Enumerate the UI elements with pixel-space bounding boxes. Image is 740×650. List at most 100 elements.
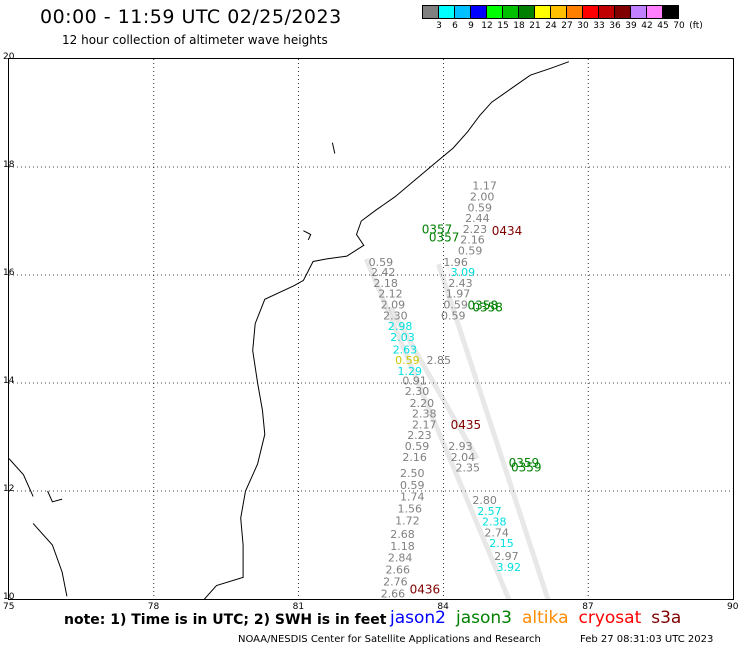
- map-panel[interactable]: 1.17 2.00 0.59 2.44 2.23 2.16 0.59 1.96 3.09 2.43…: [8, 58, 734, 600]
- swh-value: 2.30: [405, 385, 430, 398]
- swh-value: 2.93: [448, 440, 473, 453]
- legend-label: 27: [561, 21, 573, 31]
- pass-time-label: 0358: [472, 301, 503, 315]
- swh-value: 0.59: [441, 309, 466, 322]
- footer-note: note: 1) Time is in UTC; 2) SWH is in fe…: [64, 612, 387, 628]
- legend-swatch: [662, 5, 679, 19]
- satellite-name: jason3: [456, 608, 512, 628]
- latitude-label: 18: [3, 160, 15, 170]
- swh-value: 2.23: [407, 429, 432, 442]
- latitude-label: 16: [3, 268, 15, 278]
- swh-value: 2.35: [456, 462, 481, 475]
- swh-value: 2.80: [472, 494, 497, 507]
- longitude-label: 75: [3, 602, 15, 612]
- ground-track: [363, 257, 512, 599]
- page-title: 00:00 - 11:59 UTC 02/25/2023: [40, 6, 342, 28]
- swh-value: 0.59: [369, 256, 394, 269]
- legend-swatch: [438, 5, 455, 19]
- longitude-label: 78: [147, 602, 160, 612]
- swh-value: 2.04: [451, 451, 476, 464]
- swh-value: 1.56: [398, 503, 423, 516]
- legend-label: 42: [641, 21, 653, 31]
- legend-swatch: [422, 5, 439, 19]
- swh-value: 2.23: [463, 223, 488, 236]
- swh-value: 2.85: [427, 354, 452, 367]
- legend-swatch: [470, 5, 487, 19]
- longitude-label: 87: [582, 602, 594, 612]
- coastline: [9, 61, 570, 599]
- legend-swatch: [518, 5, 535, 19]
- swh-value: 2.84: [388, 552, 413, 565]
- swh-value: 2.18: [373, 277, 398, 290]
- ground-track: [388, 306, 480, 460]
- swh-value: 2.38: [412, 408, 437, 421]
- satellite-legend: jason2 jason3 altika cryosat s3a: [390, 608, 691, 628]
- legend-swatch: [582, 5, 599, 19]
- swh-value: 0.59: [443, 299, 468, 312]
- pass-time-label: 0359: [511, 461, 542, 475]
- swh-value: 2.03: [390, 331, 415, 344]
- satellite-tracks: 1.172.000.592.442.232.160.591.963.092.43…: [363, 180, 551, 599]
- legend-label: 9: [468, 21, 474, 31]
- swh-value: 2.97: [494, 550, 518, 563]
- swh-value: 0.91: [402, 375, 427, 388]
- satellite-name: altika: [522, 608, 569, 628]
- legend-labels: 3 6 9 12 15 18 21 24 27 30 33 36 39 42 45 70 (ft): [422, 21, 703, 35]
- legend-swatch: [550, 5, 567, 19]
- swh-value: 2.42: [371, 266, 396, 279]
- latitude-label: 20: [3, 52, 15, 62]
- pass-time-label: 0358: [468, 299, 499, 313]
- legend-swatch: [598, 5, 615, 19]
- swh-value: 2.66: [381, 587, 406, 599]
- swh-value: 2.00: [470, 191, 495, 204]
- coast-fragment: [331, 142, 336, 154]
- pass-time-label: 0435: [451, 418, 482, 432]
- pass-time-label: 0357: [422, 222, 453, 236]
- swh-value: 0.59: [400, 479, 425, 492]
- legend-swatch: [534, 5, 551, 19]
- swh-value: 3.09: [451, 266, 476, 279]
- pass-time-label: 0436: [410, 583, 441, 597]
- page-subtitle: 12 hour collection of altimeter wave hei…: [62, 33, 328, 47]
- swh-value: 2.76: [383, 576, 408, 589]
- swh-value: 2.57: [477, 505, 502, 518]
- swh-value: 2.16: [402, 451, 427, 464]
- coast-fragment: [9, 458, 34, 497]
- legend-label: 21: [529, 21, 541, 31]
- legend-label: 18: [513, 21, 525, 31]
- swh-value: 2.44: [465, 212, 490, 225]
- graticule: [9, 59, 733, 599]
- swh-value: 2.63: [393, 343, 418, 356]
- india-east-coast: [203, 61, 570, 599]
- swh-value: 0.59: [458, 245, 483, 258]
- legend-swatch: [614, 5, 631, 19]
- swh-value: 2.66: [386, 564, 411, 577]
- swh-value: 2.68: [390, 528, 415, 541]
- coast-fragment: [32, 523, 68, 597]
- legend-swatch: [646, 5, 663, 19]
- pass-time-label: 0434: [492, 224, 523, 238]
- pass-time-label: 0357: [429, 231, 460, 245]
- credit-line: NOAA/NESDIS Center for Satellite Applica…: [238, 634, 541, 645]
- swh-value: 2.12: [378, 288, 403, 301]
- longitude-label: 90: [727, 602, 739, 612]
- coast-fragment: [47, 490, 63, 503]
- latitude-label: 14: [3, 376, 15, 386]
- legend-label: 3: [436, 21, 442, 31]
- generated-timestamp: Feb 27 08:31:03 UTC 2023: [580, 634, 714, 645]
- swh-value: 2.09: [381, 299, 406, 312]
- color-legend: 3 6 9 12 15 18 21 24 27 30 33 36 39 42 45 70 (ft): [422, 5, 703, 35]
- swh-value: 1.72: [395, 515, 420, 528]
- legend-label: 15: [497, 21, 509, 31]
- legend-label: 39: [625, 21, 637, 31]
- pass-time-label: 0359: [509, 456, 540, 470]
- map-canvas[interactable]: 1.172.000.592.442.232.160.591.963.092.43…: [9, 59, 733, 599]
- legend-label: 24: [545, 21, 557, 31]
- swh-value: 1.97: [446, 288, 471, 301]
- swh-value: 2.50: [400, 467, 425, 480]
- legend-unit: (ft): [689, 21, 703, 31]
- legend-label: 70: [673, 21, 685, 31]
- swh-value: 0.59: [395, 354, 420, 367]
- legend-swatch: [566, 5, 583, 19]
- swh-value: 2.20: [410, 397, 435, 410]
